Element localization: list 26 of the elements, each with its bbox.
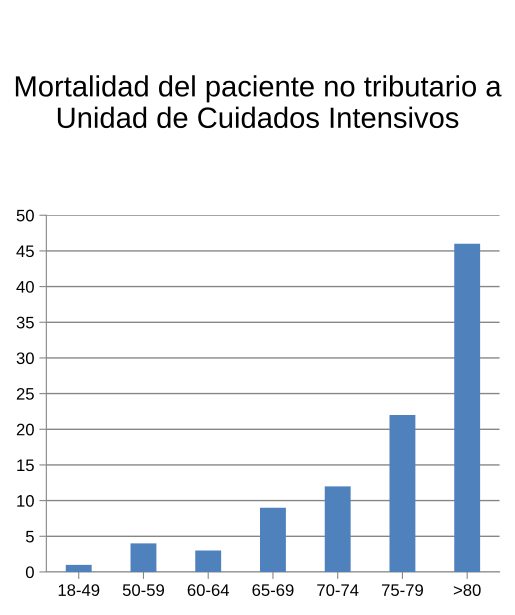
bar <box>389 415 416 572</box>
y-tick-label: 30 <box>16 352 34 364</box>
x-tick-label: 65-69 <box>252 584 294 596</box>
x-tick-label: 75-79 <box>382 584 423 596</box>
bar <box>66 564 92 572</box>
y-tick-label: 15 <box>17 460 34 472</box>
y-tick-label: 25 <box>16 388 34 400</box>
bar <box>324 486 351 572</box>
y-tick-label: 40 <box>16 280 34 293</box>
y-tick-label: 0 <box>26 566 34 578</box>
x-tick-label: 60-64 <box>188 584 230 596</box>
bar <box>454 244 480 572</box>
x-tick-label: 50-59 <box>122 584 164 596</box>
y-tick-label: 45 <box>16 245 34 258</box>
bar <box>260 508 286 572</box>
bar <box>195 550 222 572</box>
y-tick-label: 50 <box>16 210 34 222</box>
y-tick-label: 20 <box>16 424 34 436</box>
y-tick-label: 5 <box>26 530 34 542</box>
x-tick-label: 18-49 <box>58 584 100 596</box>
y-tick-label: 10 <box>17 495 34 507</box>
x-tick-label: >80 <box>454 584 481 596</box>
y-tick-label: 35 <box>16 316 34 328</box>
bar <box>130 543 156 572</box>
x-tick-label: 70-74 <box>317 584 359 596</box>
chart-title: Mortalidad del paciente no tributario a Unidad de Cuidados Intensivos <box>16 75 502 128</box>
